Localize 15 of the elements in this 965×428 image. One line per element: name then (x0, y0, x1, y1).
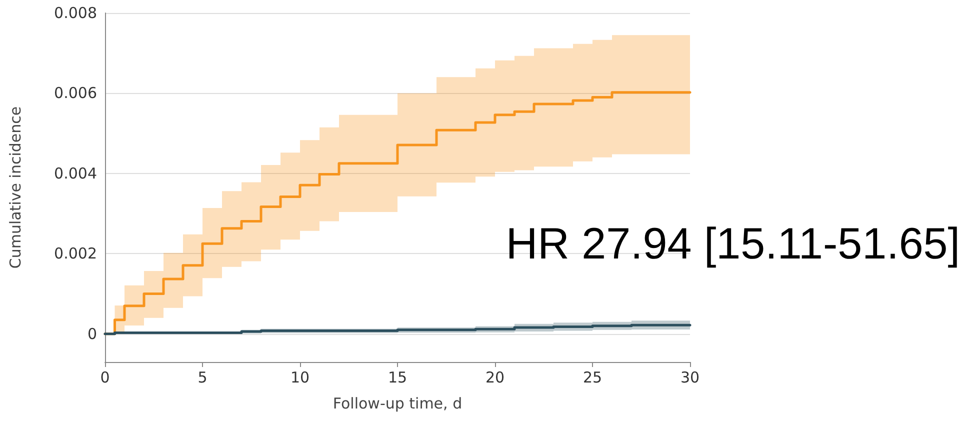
x-tick-label: 5 (198, 368, 208, 386)
y-tick-label: 0.006 (54, 84, 97, 102)
y-tick-label: 0 (87, 324, 97, 343)
y-axis-title: Cumulative incidence (6, 106, 24, 269)
x-tick-label: 10 (290, 368, 310, 386)
y-tick-label: 0.008 (54, 4, 97, 22)
x-tick-label: 30 (680, 368, 700, 386)
y-tick-label: 0.004 (54, 164, 97, 182)
annotation: HR 27.94 [15.11-51.65] (506, 220, 960, 268)
x-tick-label: 15 (388, 368, 408, 386)
y-tick-label: 0.002 (54, 244, 97, 263)
x-tick-label: 25 (582, 368, 602, 386)
x-tick-label: 20 (485, 368, 505, 386)
x-tick-label: 0 (100, 368, 110, 386)
x-axis-title: Follow-up time, d (332, 394, 462, 412)
